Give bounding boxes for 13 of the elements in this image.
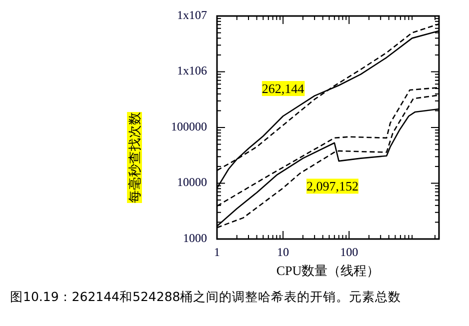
x-tick-label: 10 [277,245,290,259]
y-tick-label: 1000 [183,230,207,245]
x-tick-label: 100 [340,245,358,259]
y-tick-label: 1x107 [177,8,207,22]
x-axis-title: CPU数量（线程） [276,263,380,278]
x-tick-label: 1 [214,245,220,259]
y-tick-label: 100000 [171,119,207,134]
y-tick-label: 1x106 [177,64,207,78]
y-axis-title: 每毫秒查找次数 [126,112,142,203]
annotation: 262,144 [262,81,305,96]
annotation: 2,097,152 [306,178,358,194]
y-tick-label: 10000 [177,175,207,189]
caption: 图10.19：262144和524288桶之间的调整哈希表的开销。元素总数 [10,289,402,304]
